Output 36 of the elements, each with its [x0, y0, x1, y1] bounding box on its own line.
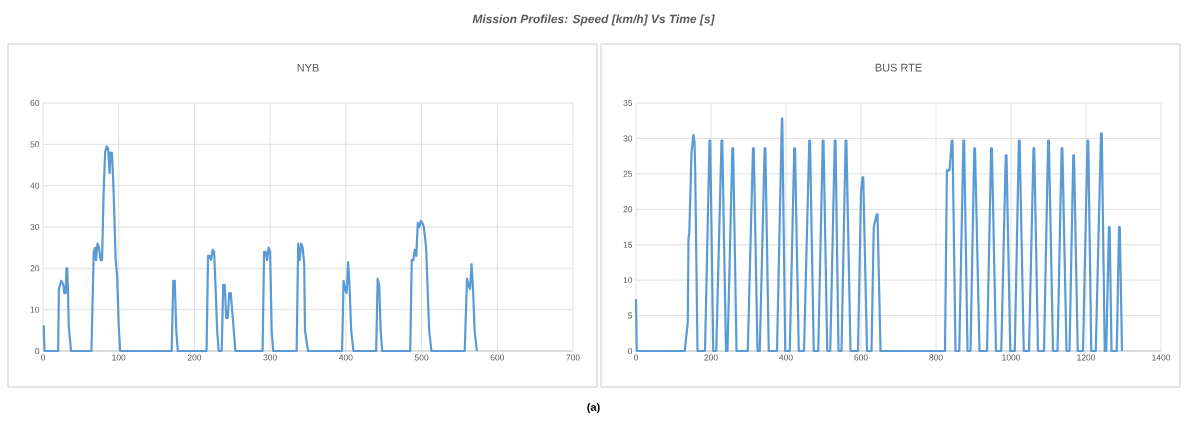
chart-title: BUS RTE	[875, 63, 922, 72]
text: (a)	[587, 402, 600, 414]
chart-title: NYB	[297, 63, 319, 72]
y-tick-label: 10	[623, 277, 633, 284]
y-tick-label: 20	[30, 265, 40, 272]
y-tick-label: 5	[628, 312, 633, 319]
y-tick-label: 30	[30, 224, 40, 230]
x-tick-label: 300	[263, 354, 277, 361]
y-tick-label: 50	[30, 141, 40, 148]
x-tick-label: 500	[414, 354, 429, 361]
line-series	[41, 145, 478, 353]
x-tick-label: 400	[338, 354, 353, 361]
x-tick-label: 0	[633, 354, 639, 361]
y-tick-label: 60	[30, 100, 40, 106]
y-tick-label: 20	[623, 206, 633, 213]
x-tick-label: 200	[704, 354, 718, 361]
x-tick-label: 1400	[1152, 354, 1171, 361]
x-tick-label: 1200	[1077, 354, 1096, 361]
x-tick-label: 600	[854, 354, 868, 361]
y-tick-label: 35	[623, 100, 633, 106]
x-tick-label: 100	[112, 354, 126, 361]
x-tick-label: 600	[490, 354, 505, 361]
x-tick-label: 400	[779, 354, 793, 361]
x-tick-label: 800	[929, 354, 943, 361]
y-tick-label: 25	[623, 170, 633, 177]
x-tick-label: 200	[187, 354, 202, 361]
y-tick-label: 0	[628, 348, 633, 354]
x-tick-label: 0	[40, 354, 46, 361]
x-tick-label: 700	[566, 354, 580, 361]
y-tick-label: 15	[623, 241, 633, 248]
x-tick-label: 1000	[1002, 354, 1021, 361]
y-tick-label: 40	[30, 182, 40, 189]
text: Mission Profiles: Speed [km/h] Vs Time [s]	[472, 14, 715, 26]
y-tick-label: 0	[35, 348, 40, 354]
y-tick-label: 10	[30, 306, 40, 313]
y-tick-label: 30	[623, 135, 633, 142]
